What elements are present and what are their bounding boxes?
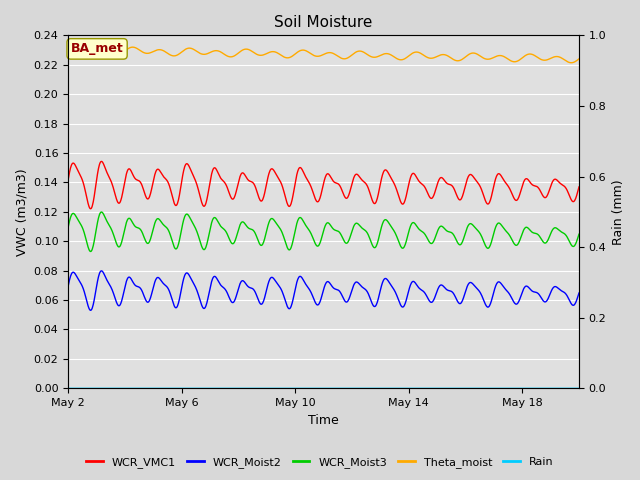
Text: BA_met: BA_met	[70, 42, 124, 55]
Y-axis label: Rain (mm): Rain (mm)	[612, 179, 625, 245]
Legend: WCR_VMC1, WCR_Moist2, WCR_Moist3, Theta_moist, Rain: WCR_VMC1, WCR_Moist2, WCR_Moist3, Theta_…	[82, 452, 558, 472]
X-axis label: Time: Time	[308, 414, 339, 427]
Title: Soil Moisture: Soil Moisture	[275, 15, 372, 30]
Y-axis label: VWC (m3/m3): VWC (m3/m3)	[15, 168, 28, 256]
